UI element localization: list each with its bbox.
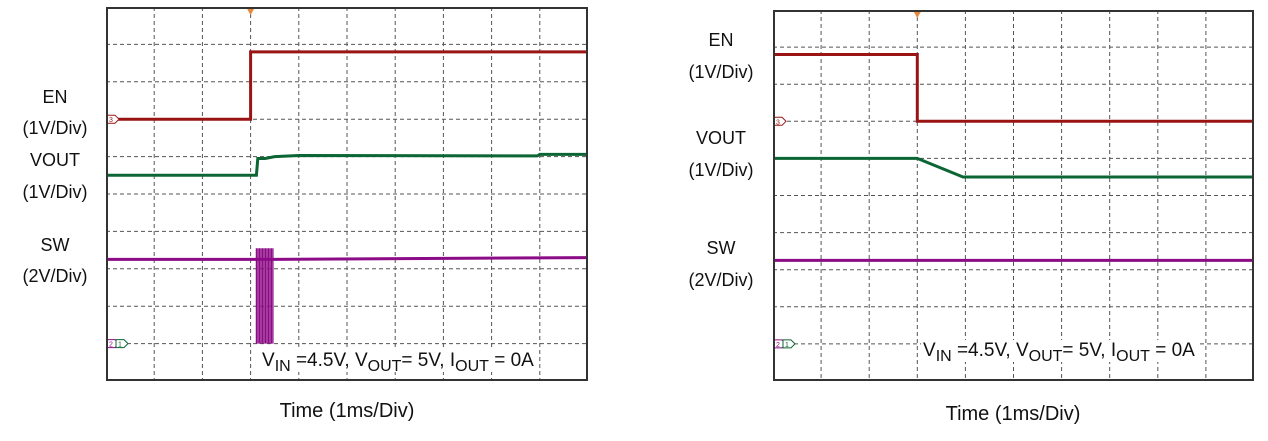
annotation-subscript: OUT: [455, 358, 489, 375]
channel-1-marker: 1: [782, 339, 796, 349]
trigger-marker-icon: [246, 8, 255, 15]
x-axis-label: Time (1ms/Div): [945, 403, 1081, 425]
channel-1-marker: 1: [115, 339, 129, 349]
en-label: EN: [708, 30, 734, 50]
sw-label: SW: [40, 235, 70, 255]
vout-scale-label: (1V/Div): [688, 160, 754, 180]
annotation-text: = 0A: [488, 350, 534, 371]
channel-3-marker: 3: [773, 116, 787, 126]
conditions-annotation: VIN =4.5V, VOUT= 5V, IOUT = 0A: [921, 340, 1197, 365]
trace-vout: [106, 152, 588, 177]
trace-sw-switching-burst: [255, 248, 274, 344]
scope-svg: 3 2 1: [773, 10, 1254, 381]
svg-text:2: 2: [776, 342, 780, 349]
plot-frame: [106, 7, 588, 381]
vout-scale-label: (1V/Div): [22, 182, 88, 202]
vout-label: VOUT: [29, 150, 80, 170]
annotation-text: = 5V, I: [401, 350, 456, 371]
annotation-subscript: IN: [274, 358, 291, 375]
svg-text:1: 1: [785, 342, 789, 349]
annotation-text: V: [262, 350, 275, 371]
annotation-text: =4.5V, V: [951, 340, 1029, 361]
sw-label: SW: [706, 238, 736, 258]
annotation-text: V: [923, 340, 936, 361]
annotation-subscript: OUT: [1028, 348, 1063, 365]
annotation-subscript: OUT: [367, 358, 402, 375]
svg-text:3: 3: [776, 119, 780, 126]
conditions-annotation: VIN =4.5V, VOUT= 5V, IOUT = 0A: [260, 350, 536, 375]
channel-3-marker: 3: [106, 114, 120, 124]
en-scale-label: (1V/Div): [22, 118, 88, 138]
vout-label: VOUT: [695, 128, 746, 148]
en-scale-label: (1V/Div): [688, 62, 754, 82]
annotation-subscript: IN: [935, 348, 952, 365]
svg-text:2: 2: [109, 342, 113, 349]
sw-scale-label: (2V/Div): [22, 266, 88, 286]
trigger-marker-icon: [913, 11, 922, 18]
plot-frame: [773, 10, 1254, 381]
annotation-text: = 5V, I: [1062, 340, 1117, 361]
trace-en: [106, 50, 588, 121]
x-axis-label: Time (1ms/Div): [279, 400, 415, 422]
trace-vout: [773, 156, 1254, 179]
annotation-text: = 0A: [1149, 340, 1195, 361]
scope-svg: 3 2 1: [106, 7, 588, 381]
trace-en: [773, 53, 1254, 123]
trace-sw: [106, 256, 588, 261]
svg-text:3: 3: [109, 117, 113, 124]
svg-text:1: 1: [118, 342, 122, 349]
sw-scale-label: (2V/Div): [688, 270, 754, 290]
annotation-subscript: OUT: [1116, 348, 1150, 365]
en-label: EN: [42, 87, 68, 107]
annotation-text: =4.5V, V: [290, 350, 368, 371]
